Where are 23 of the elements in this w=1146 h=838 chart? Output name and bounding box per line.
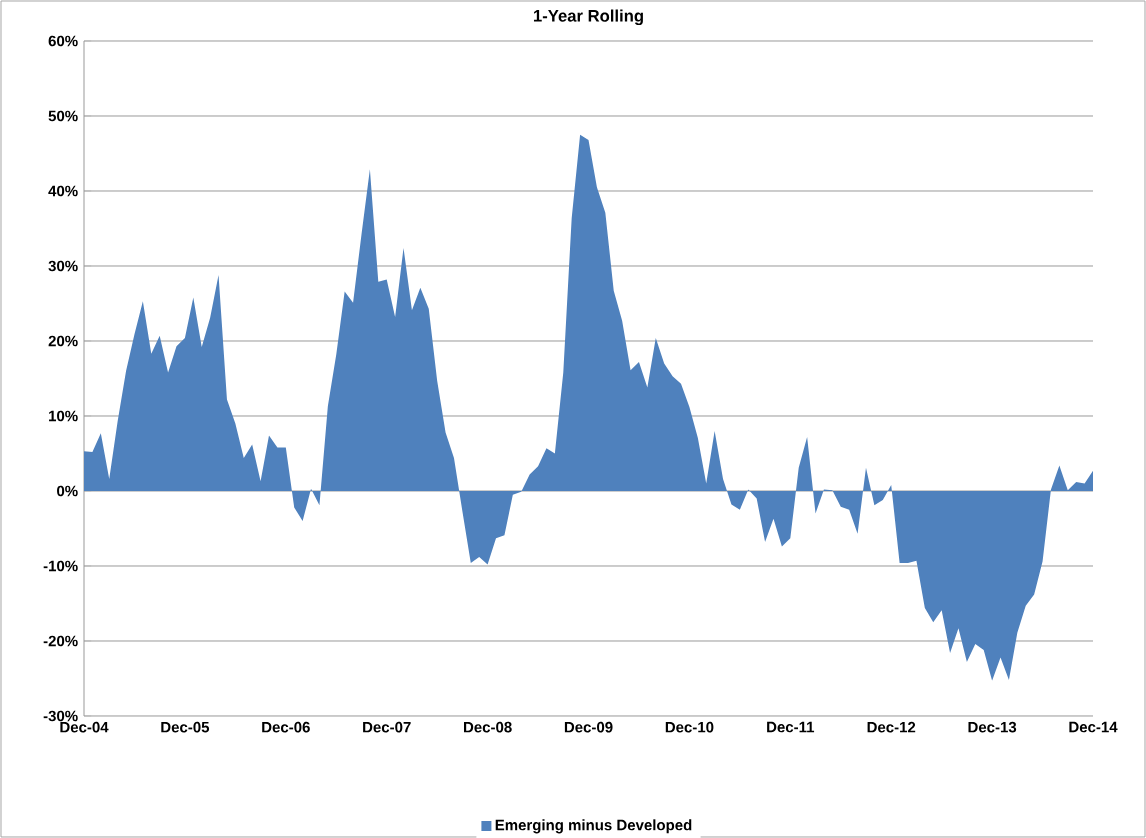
y-tick-label: 40% (48, 185, 78, 197)
y-tick-label: -20% (43, 635, 78, 647)
y-tick-label: 10% (49, 410, 78, 422)
legend-label: Emerging minus Developed (495, 819, 692, 834)
x-tick-label: Dec-09 (564, 721, 613, 733)
x-tick-label: Dec-13 (968, 721, 1017, 733)
x-tick-label: Dec-07 (363, 721, 411, 733)
x-tick-label: Dec-06 (262, 721, 310, 733)
y-tick-label: 60% (48, 35, 78, 47)
y-tick-label: -10% (43, 560, 78, 572)
x-tick-label: Dec-10 (665, 721, 714, 733)
y-tick-label: 20% (48, 335, 78, 347)
x-tick-label: Dec-14 (1069, 721, 1118, 733)
x-tick-label: Dec-12 (867, 721, 916, 733)
y-tick-label: 30% (48, 260, 78, 272)
x-tick-label: Dec-05 (161, 721, 210, 733)
chart-title: 1-Year Rolling (533, 9, 643, 26)
x-tick-label: Dec-11 (767, 721, 815, 733)
y-tick-label: -30% (43, 710, 78, 722)
x-tick-label: Dec-04 (60, 721, 109, 733)
y-tick-label: 0% (57, 485, 78, 497)
x-tick-label: Dec-08 (464, 721, 512, 733)
y-tick-label: 50% (48, 110, 78, 122)
